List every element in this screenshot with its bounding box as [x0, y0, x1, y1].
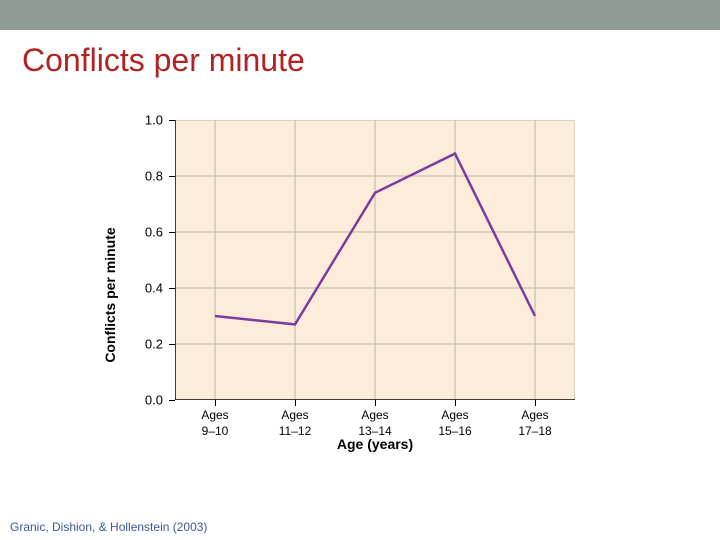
chart-container: Conflicts per minute 0.00.20.40.60.81.0A…: [120, 110, 590, 480]
plot-area: 0.00.20.40.60.81.0Ages9–10Ages11–12Ages1…: [175, 120, 575, 400]
header-bar: [0, 0, 720, 30]
y-tick-mark: [169, 232, 175, 233]
page-title: Conflicts per minute: [0, 30, 720, 79]
x-tick-mark: [215, 400, 216, 406]
x-axis-label: Age (years): [337, 436, 413, 452]
x-tick-mark: [455, 400, 456, 406]
citation-text: Granic, Dishion, & Hollenstein (2003): [10, 520, 207, 534]
x-tick-mark: [295, 400, 296, 406]
y-axis-label: Conflicts per minute: [102, 227, 118, 362]
y-tick-mark: [169, 176, 175, 177]
y-tick-mark: [169, 344, 175, 345]
y-tick-mark: [169, 400, 175, 401]
y-tick-mark: [169, 288, 175, 289]
chart-svg: [175, 120, 575, 400]
x-tick-mark: [535, 400, 536, 406]
x-tick-mark: [375, 400, 376, 406]
y-tick-mark: [169, 120, 175, 121]
